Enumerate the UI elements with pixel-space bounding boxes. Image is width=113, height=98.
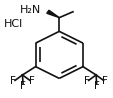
Text: F: F: [10, 76, 16, 86]
Text: F: F: [102, 76, 107, 86]
Text: F: F: [93, 81, 99, 91]
Polygon shape: [46, 10, 59, 18]
Text: HCl: HCl: [4, 19, 23, 29]
Text: F: F: [29, 76, 34, 86]
Text: F: F: [20, 81, 26, 91]
Text: H₂N: H₂N: [20, 5, 41, 15]
Text: F: F: [83, 76, 89, 86]
